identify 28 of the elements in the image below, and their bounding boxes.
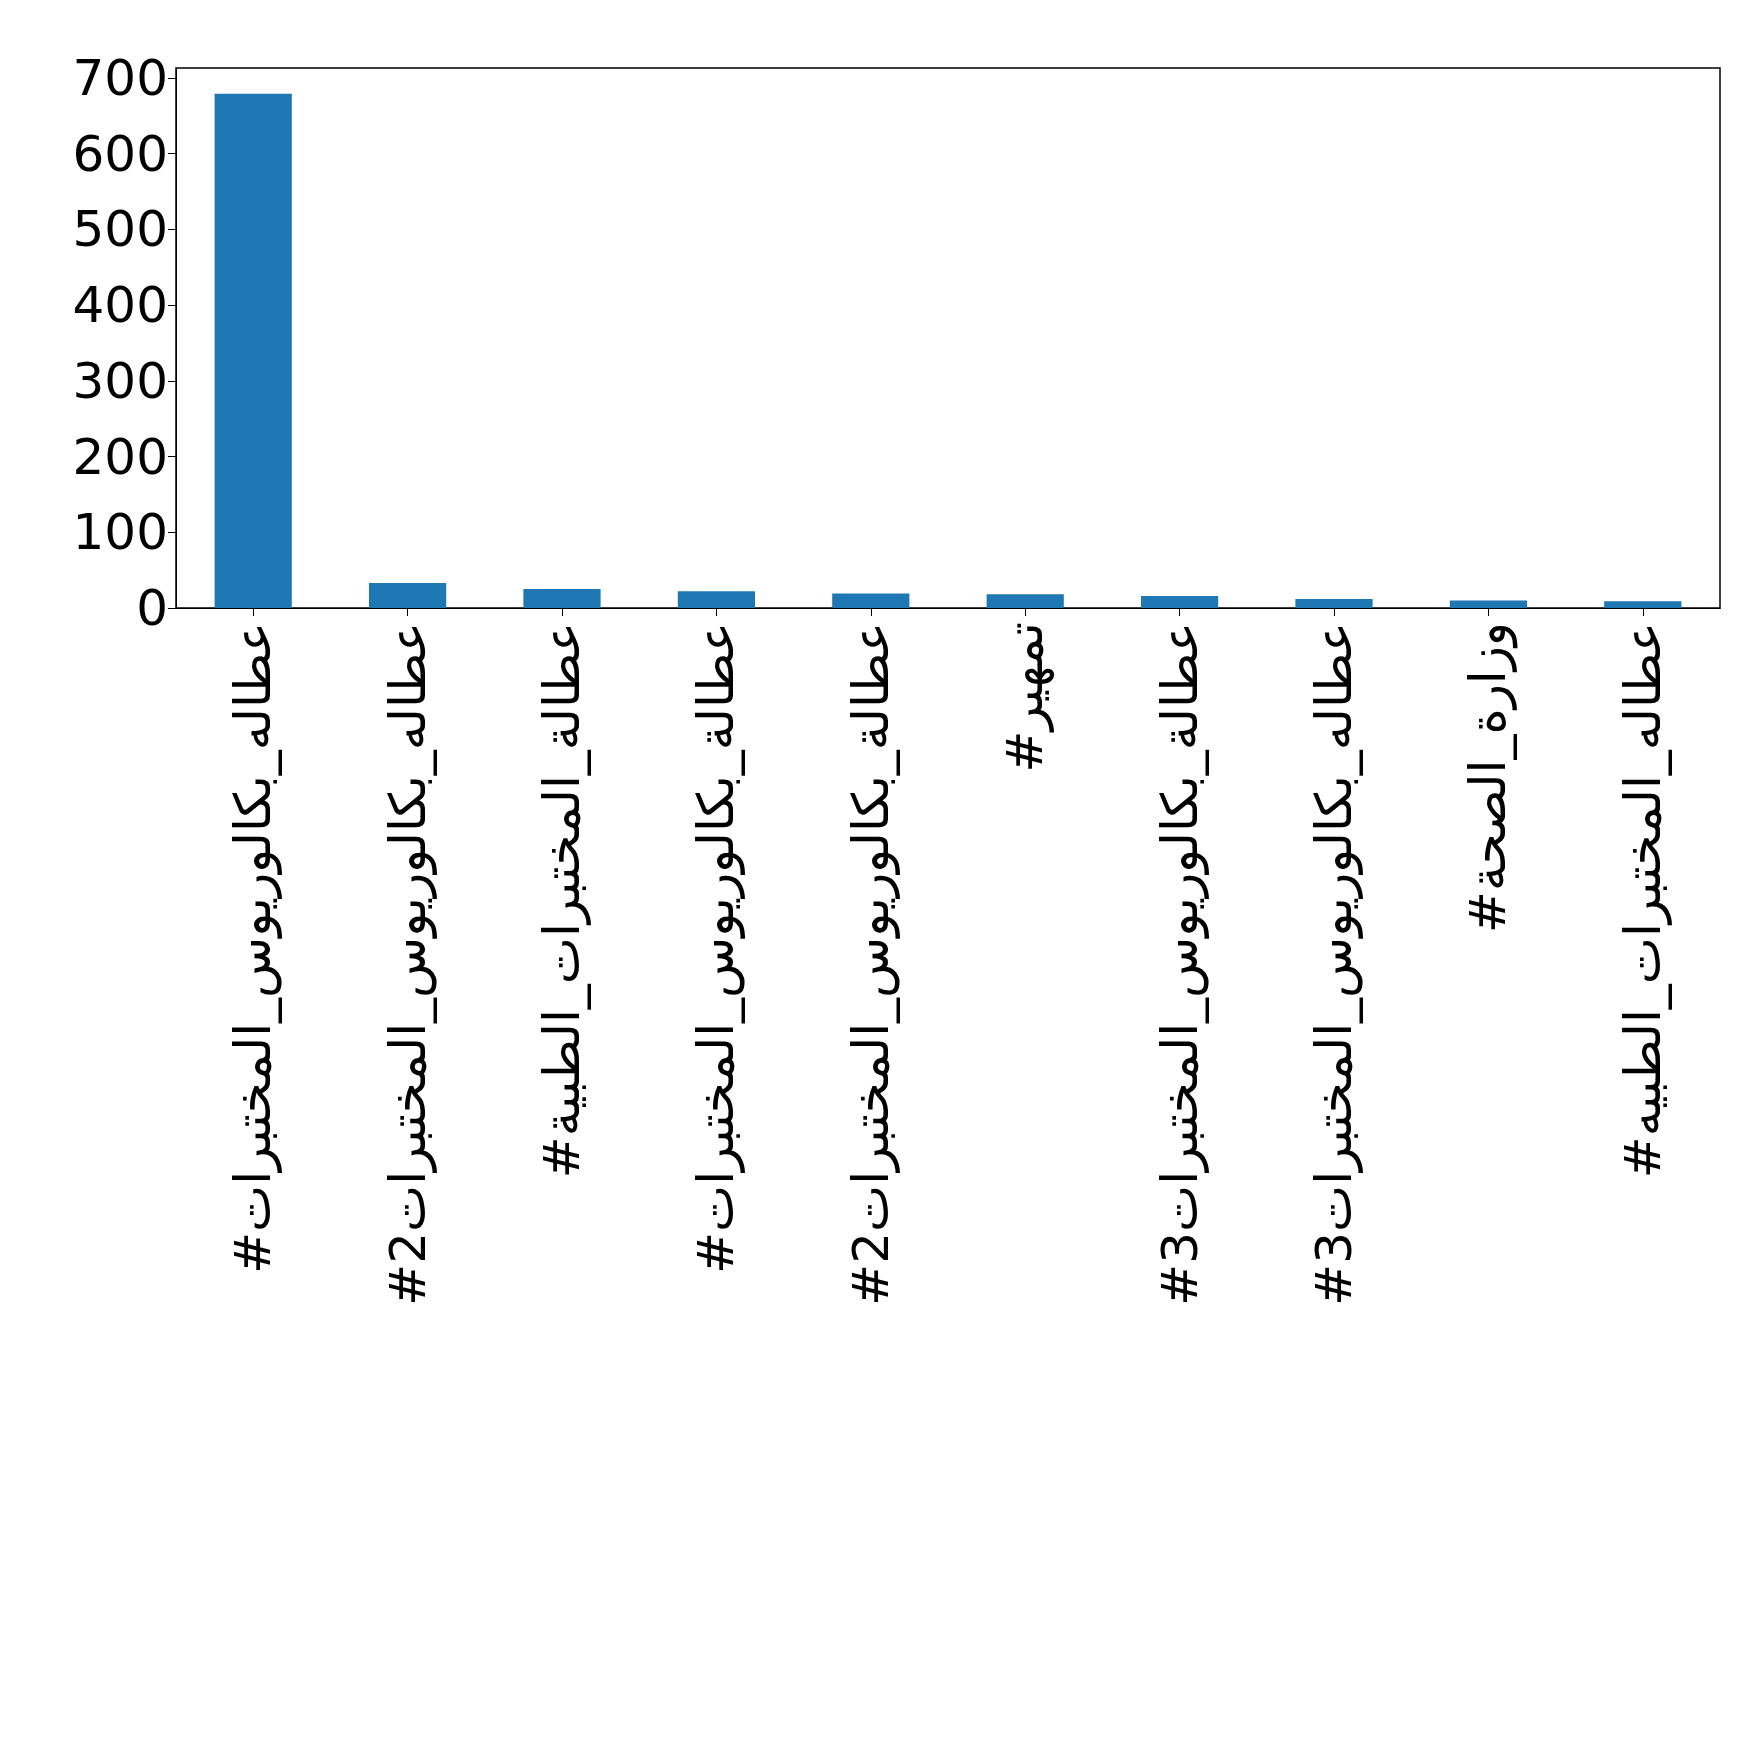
y-tick-label: 300: [72, 351, 168, 410]
bar: [1141, 595, 1219, 608]
bar: [1449, 600, 1527, 608]
y-tick-label: 0: [136, 579, 168, 637]
bar: [1604, 601, 1682, 608]
x-tick-label: #عطالة_المختبرات_الطبية: [533, 622, 591, 1179]
x-tick-label: #عطالة_بكالوريوس_المختبرات3: [1150, 622, 1209, 1306]
x-tick-label: #عطالة_بكالوريوس_المختبرات2: [841, 622, 900, 1306]
y-tick-label: 400: [72, 276, 168, 335]
y-tick-label: 700: [72, 48, 168, 107]
bar: [523, 589, 601, 608]
x-tick-label: #عطاله_بكالوريوس_المختبرات: [224, 622, 283, 1274]
x-tick-label: #عطاله_بكالوريوس_المختبرات3: [1305, 622, 1363, 1306]
x-tick-label: #وزارة_الصحة: [1459, 622, 1519, 933]
y-tick-label: 500: [72, 200, 168, 259]
bar: [1295, 598, 1373, 608]
bar: [986, 594, 1064, 608]
bar: [369, 583, 447, 608]
x-tick-label: #عطالة_بكالوريوس_المختبرات: [687, 622, 746, 1274]
y-tick-label: 100: [72, 503, 168, 562]
y-tick-label: 600: [72, 124, 168, 183]
bar: [214, 93, 292, 608]
bar: [832, 593, 910, 608]
y-tick-label: 200: [72, 427, 168, 486]
x-tick-label: #عطاله_بكالوريوس_المختبرات2: [378, 622, 437, 1306]
bar: [677, 591, 755, 608]
x-tick-label: #عطاله_المختبرات_الطبيه: [1613, 622, 1672, 1179]
x-tick-label: #تمهير: [996, 622, 1056, 773]
